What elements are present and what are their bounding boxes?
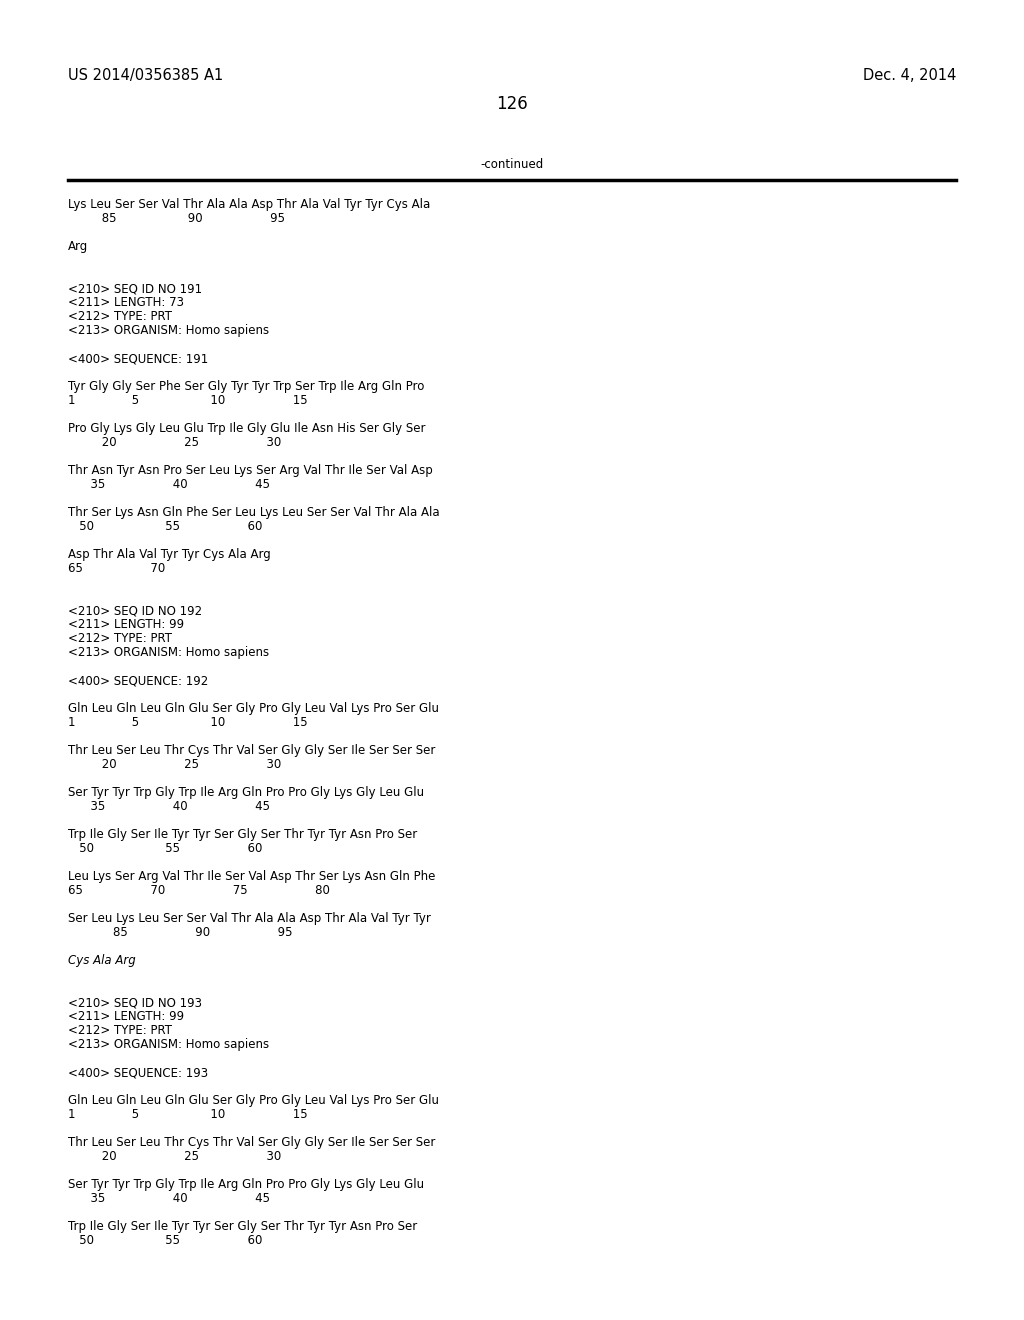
Text: <400> SEQUENCE: 191: <400> SEQUENCE: 191 xyxy=(68,352,208,366)
Text: 126: 126 xyxy=(496,95,528,114)
Text: <212> TYPE: PRT: <212> TYPE: PRT xyxy=(68,632,172,645)
Text: Gln Leu Gln Leu Gln Glu Ser Gly Pro Gly Leu Val Lys Pro Ser Glu: Gln Leu Gln Leu Gln Glu Ser Gly Pro Gly … xyxy=(68,1094,439,1107)
Text: US 2014/0356385 A1: US 2014/0356385 A1 xyxy=(68,69,223,83)
Text: <212> TYPE: PRT: <212> TYPE: PRT xyxy=(68,310,172,323)
Text: 50                   55                  60: 50 55 60 xyxy=(68,1234,262,1247)
Text: 1               5                   10                  15: 1 5 10 15 xyxy=(68,393,307,407)
Text: Pro Gly Lys Gly Leu Glu Trp Ile Gly Glu Ile Asn His Ser Gly Ser: Pro Gly Lys Gly Leu Glu Trp Ile Gly Glu … xyxy=(68,422,426,436)
Text: 35                  40                  45: 35 40 45 xyxy=(68,478,270,491)
Text: <211> LENGTH: 73: <211> LENGTH: 73 xyxy=(68,296,184,309)
Text: 50                   55                  60: 50 55 60 xyxy=(68,520,262,533)
Text: 50                   55                  60: 50 55 60 xyxy=(68,842,262,855)
Text: <210> SEQ ID NO 191: <210> SEQ ID NO 191 xyxy=(68,282,202,294)
Text: Ser Leu Lys Leu Ser Ser Val Thr Ala Ala Asp Thr Ala Val Tyr Tyr: Ser Leu Lys Leu Ser Ser Val Thr Ala Ala … xyxy=(68,912,431,925)
Text: <213> ORGANISM: Homo sapiens: <213> ORGANISM: Homo sapiens xyxy=(68,323,269,337)
Text: 85                   90                  95: 85 90 95 xyxy=(68,213,285,224)
Text: <213> ORGANISM: Homo sapiens: <213> ORGANISM: Homo sapiens xyxy=(68,645,269,659)
Text: 1               5                   10                  15: 1 5 10 15 xyxy=(68,1107,307,1121)
Text: Arg: Arg xyxy=(68,240,88,253)
Text: 20                  25                  30: 20 25 30 xyxy=(68,1150,282,1163)
Text: Cys Ala Arg: Cys Ala Arg xyxy=(68,954,136,968)
Text: Gln Leu Gln Leu Gln Glu Ser Gly Pro Gly Leu Val Lys Pro Ser Glu: Gln Leu Gln Leu Gln Glu Ser Gly Pro Gly … xyxy=(68,702,439,715)
Text: <210> SEQ ID NO 192: <210> SEQ ID NO 192 xyxy=(68,605,202,616)
Text: Tyr Gly Gly Ser Phe Ser Gly Tyr Tyr Trp Ser Trp Ile Arg Gln Pro: Tyr Gly Gly Ser Phe Ser Gly Tyr Tyr Trp … xyxy=(68,380,424,393)
Text: Thr Leu Ser Leu Thr Cys Thr Val Ser Gly Gly Ser Ile Ser Ser Ser: Thr Leu Ser Leu Thr Cys Thr Val Ser Gly … xyxy=(68,744,435,756)
Text: Lys Leu Ser Ser Val Thr Ala Ala Asp Thr Ala Val Tyr Tyr Cys Ala: Lys Leu Ser Ser Val Thr Ala Ala Asp Thr … xyxy=(68,198,430,211)
Text: <210> SEQ ID NO 193: <210> SEQ ID NO 193 xyxy=(68,997,202,1008)
Text: 85                  90                  95: 85 90 95 xyxy=(68,927,293,939)
Text: Ser Tyr Tyr Trp Gly Trp Ile Arg Gln Pro Pro Gly Lys Gly Leu Glu: Ser Tyr Tyr Trp Gly Trp Ile Arg Gln Pro … xyxy=(68,1177,424,1191)
Text: Thr Leu Ser Leu Thr Cys Thr Val Ser Gly Gly Ser Ile Ser Ser Ser: Thr Leu Ser Leu Thr Cys Thr Val Ser Gly … xyxy=(68,1137,435,1148)
Text: Thr Ser Lys Asn Gln Phe Ser Leu Lys Leu Ser Ser Val Thr Ala Ala: Thr Ser Lys Asn Gln Phe Ser Leu Lys Leu … xyxy=(68,506,439,519)
Text: <212> TYPE: PRT: <212> TYPE: PRT xyxy=(68,1024,172,1038)
Text: Ser Tyr Tyr Trp Gly Trp Ile Arg Gln Pro Pro Gly Lys Gly Leu Glu: Ser Tyr Tyr Trp Gly Trp Ile Arg Gln Pro … xyxy=(68,785,424,799)
Text: 35                  40                  45: 35 40 45 xyxy=(68,1192,270,1205)
Text: Dec. 4, 2014: Dec. 4, 2014 xyxy=(862,69,956,83)
Text: Trp Ile Gly Ser Ile Tyr Tyr Ser Gly Ser Thr Tyr Tyr Asn Pro Ser: Trp Ile Gly Ser Ile Tyr Tyr Ser Gly Ser … xyxy=(68,1220,417,1233)
Text: 35                  40                  45: 35 40 45 xyxy=(68,800,270,813)
Text: <211> LENGTH: 99: <211> LENGTH: 99 xyxy=(68,618,184,631)
Text: 65                  70                  75                  80: 65 70 75 80 xyxy=(68,884,330,898)
Text: 1               5                   10                  15: 1 5 10 15 xyxy=(68,715,307,729)
Text: <400> SEQUENCE: 192: <400> SEQUENCE: 192 xyxy=(68,675,208,686)
Text: <213> ORGANISM: Homo sapiens: <213> ORGANISM: Homo sapiens xyxy=(68,1038,269,1051)
Text: Asp Thr Ala Val Tyr Tyr Cys Ala Arg: Asp Thr Ala Val Tyr Tyr Cys Ala Arg xyxy=(68,548,270,561)
Text: -continued: -continued xyxy=(480,158,544,172)
Text: 20                  25                  30: 20 25 30 xyxy=(68,436,282,449)
Text: <400> SEQUENCE: 193: <400> SEQUENCE: 193 xyxy=(68,1067,208,1078)
Text: 20                  25                  30: 20 25 30 xyxy=(68,758,282,771)
Text: <211> LENGTH: 99: <211> LENGTH: 99 xyxy=(68,1010,184,1023)
Text: Thr Asn Tyr Asn Pro Ser Leu Lys Ser Arg Val Thr Ile Ser Val Asp: Thr Asn Tyr Asn Pro Ser Leu Lys Ser Arg … xyxy=(68,465,433,477)
Text: Leu Lys Ser Arg Val Thr Ile Ser Val Asp Thr Ser Lys Asn Gln Phe: Leu Lys Ser Arg Val Thr Ile Ser Val Asp … xyxy=(68,870,435,883)
Text: 65                  70: 65 70 xyxy=(68,562,165,576)
Text: Trp Ile Gly Ser Ile Tyr Tyr Ser Gly Ser Thr Tyr Tyr Asn Pro Ser: Trp Ile Gly Ser Ile Tyr Tyr Ser Gly Ser … xyxy=(68,828,417,841)
